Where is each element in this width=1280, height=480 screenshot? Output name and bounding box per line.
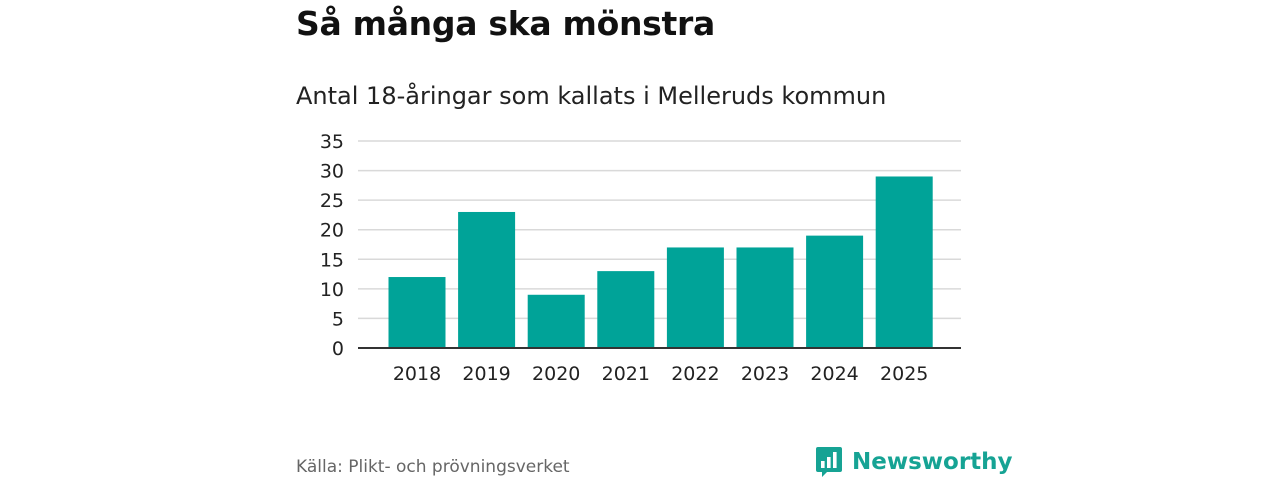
grid-lines xyxy=(358,140,961,320)
chart-title: Så många ska mönstra xyxy=(296,4,715,43)
y-tick-label: 10 xyxy=(320,279,344,301)
source-note: Källa: Plikt- och prövningsverket xyxy=(296,457,570,477)
bar-2023 xyxy=(736,247,794,348)
brand: Newsworthy xyxy=(815,446,1013,478)
x-tick-label: 2018 xyxy=(393,363,441,385)
y-tick-label: 30 xyxy=(320,161,344,183)
bars xyxy=(388,176,933,348)
x-tick-label: 2023 xyxy=(741,363,789,385)
bar-2018 xyxy=(388,277,446,348)
bar-2024 xyxy=(806,235,864,348)
bar-2020 xyxy=(527,294,585,348)
y-tick-label: 25 xyxy=(320,190,344,212)
y-tick-label: 5 xyxy=(332,308,344,330)
x-tick-label: 2019 xyxy=(462,363,510,385)
y-tick-label: 15 xyxy=(320,249,344,271)
bar-2019 xyxy=(458,211,516,348)
y-tick-label: 20 xyxy=(320,220,344,242)
y-tick-label: 0 xyxy=(332,338,344,360)
x-tick-label: 2025 xyxy=(880,363,928,385)
x-tick-label: 2021 xyxy=(602,363,650,385)
y-tick-label: 35 xyxy=(320,131,344,153)
newsworthy-logo-icon xyxy=(816,447,842,477)
y-axis-tick-labels: 0 5 10 15 20 25 30 35 xyxy=(320,131,344,360)
x-axis-tick-labels: 2018 2019 2020 2021 2022 2023 2024 2025 xyxy=(393,363,929,385)
bar-2025 xyxy=(875,176,933,348)
bar-2021 xyxy=(597,271,655,348)
x-tick-label: 2024 xyxy=(810,363,858,385)
x-tick-label: 2022 xyxy=(671,363,719,385)
bar-2022 xyxy=(666,247,724,348)
brand-name: Newsworthy xyxy=(852,449,1013,475)
chart-subtitle: Antal 18-åringar som kallats i Melleruds… xyxy=(296,82,887,110)
x-tick-label: 2020 xyxy=(532,363,580,385)
